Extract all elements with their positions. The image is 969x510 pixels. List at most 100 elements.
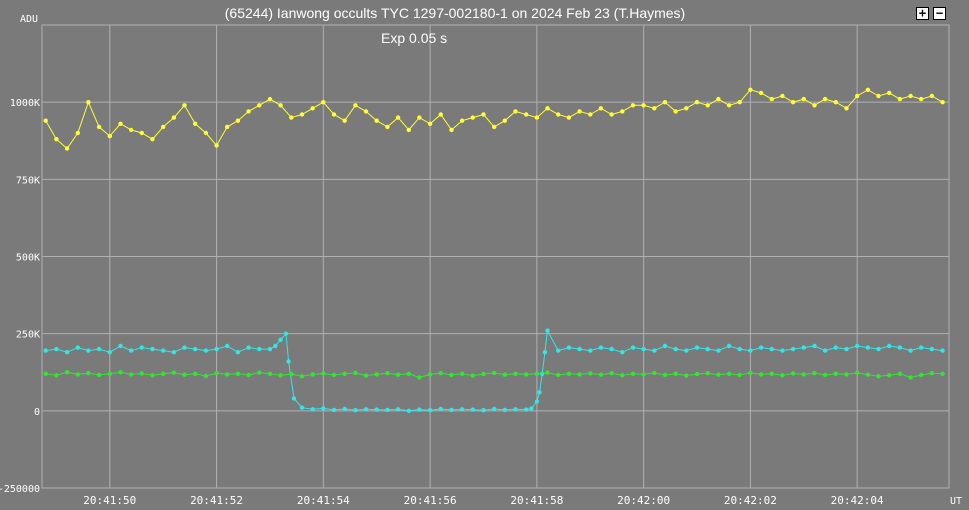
data-point bbox=[833, 100, 838, 105]
chart-title: (65244) Ianwong occults TYC 1297-002180-… bbox=[224, 5, 686, 21]
data-point bbox=[353, 103, 358, 108]
data-point bbox=[609, 112, 614, 117]
x-tick-label: 20:42:00 bbox=[617, 494, 670, 507]
data-point bbox=[481, 408, 486, 413]
data-point bbox=[908, 93, 913, 99]
data-point bbox=[299, 112, 305, 117]
data-point bbox=[214, 371, 219, 376]
data-point bbox=[353, 408, 358, 413]
data-point bbox=[492, 406, 497, 412]
data-point bbox=[374, 372, 379, 377]
data-point bbox=[75, 130, 81, 136]
data-point bbox=[502, 372, 507, 377]
data-point bbox=[758, 90, 764, 96]
data-point bbox=[726, 343, 732, 349]
y-tick-label: 500K bbox=[16, 253, 40, 264]
data-point bbox=[737, 372, 742, 378]
data-point bbox=[577, 109, 582, 114]
data-point bbox=[246, 109, 251, 114]
data-point bbox=[502, 407, 507, 413]
x-tick-label: 20:41:50 bbox=[83, 494, 136, 507]
data-point bbox=[225, 343, 230, 349]
data-point bbox=[43, 118, 48, 123]
zoom-in-button[interactable]: + bbox=[916, 7, 929, 20]
y-tick-label: 1000K bbox=[10, 98, 40, 109]
data-point bbox=[780, 373, 785, 378]
data-point bbox=[534, 399, 540, 404]
data-point bbox=[855, 343, 860, 349]
data-point bbox=[822, 96, 828, 102]
data-point bbox=[86, 348, 91, 353]
data-point bbox=[908, 348, 913, 353]
data-point bbox=[662, 100, 668, 105]
data-point bbox=[513, 109, 518, 114]
data-point bbox=[257, 103, 262, 108]
data-point bbox=[64, 146, 70, 151]
data-point bbox=[150, 373, 155, 378]
data-point bbox=[438, 371, 443, 376]
data-point bbox=[630, 371, 636, 376]
data-point bbox=[171, 350, 177, 355]
data-point bbox=[470, 407, 475, 412]
data-point bbox=[406, 127, 411, 133]
data-point bbox=[139, 130, 144, 136]
x-tick-label: 20:41:56 bbox=[404, 494, 457, 507]
data-point bbox=[235, 371, 241, 376]
data-point bbox=[310, 372, 315, 377]
data-point bbox=[545, 328, 550, 333]
data-point bbox=[96, 372, 102, 378]
data-point bbox=[203, 348, 209, 353]
data-point bbox=[822, 348, 828, 353]
data-point bbox=[321, 100, 326, 105]
data-point bbox=[919, 96, 924, 102]
y-tick-label: 250K bbox=[16, 330, 40, 341]
data-point bbox=[449, 407, 454, 413]
data-point bbox=[299, 374, 305, 379]
data-point bbox=[588, 371, 593, 376]
data-point bbox=[75, 345, 81, 350]
data-point bbox=[758, 372, 764, 377]
data-point bbox=[54, 373, 59, 378]
data-point bbox=[801, 372, 806, 377]
data-point bbox=[897, 345, 903, 350]
data-point bbox=[524, 407, 529, 412]
data-point bbox=[726, 371, 732, 376]
data-point bbox=[278, 337, 283, 342]
data-point bbox=[790, 371, 796, 376]
series-2 bbox=[43, 370, 945, 380]
data-point bbox=[716, 96, 721, 102]
data-point bbox=[641, 346, 646, 352]
data-point bbox=[203, 373, 209, 379]
data-point bbox=[193, 371, 198, 376]
data-point bbox=[289, 371, 294, 377]
data-point bbox=[652, 106, 657, 111]
data-point bbox=[492, 370, 497, 376]
data-point bbox=[556, 372, 561, 378]
data-point bbox=[246, 372, 251, 378]
data-point bbox=[395, 407, 401, 412]
data-point bbox=[75, 372, 81, 377]
data-point bbox=[96, 346, 102, 352]
data-point bbox=[278, 373, 283, 378]
data-point bbox=[705, 346, 710, 352]
data-point bbox=[64, 370, 70, 375]
data-point bbox=[588, 112, 593, 117]
zoom-out-button[interactable]: − bbox=[933, 7, 946, 20]
data-point bbox=[385, 407, 390, 413]
data-point bbox=[780, 348, 785, 353]
data-point bbox=[673, 109, 678, 114]
data-point bbox=[577, 372, 582, 377]
data-point bbox=[801, 345, 806, 350]
data-point bbox=[257, 370, 262, 375]
x-axis-label: UT bbox=[950, 496, 962, 507]
data-point bbox=[726, 103, 732, 108]
data-point bbox=[598, 372, 604, 377]
data-point bbox=[940, 348, 945, 353]
data-point bbox=[556, 112, 561, 117]
data-point bbox=[385, 371, 390, 376]
data-point bbox=[203, 130, 209, 136]
data-point bbox=[694, 345, 700, 350]
data-point bbox=[620, 350, 625, 355]
data-point bbox=[459, 407, 465, 412]
